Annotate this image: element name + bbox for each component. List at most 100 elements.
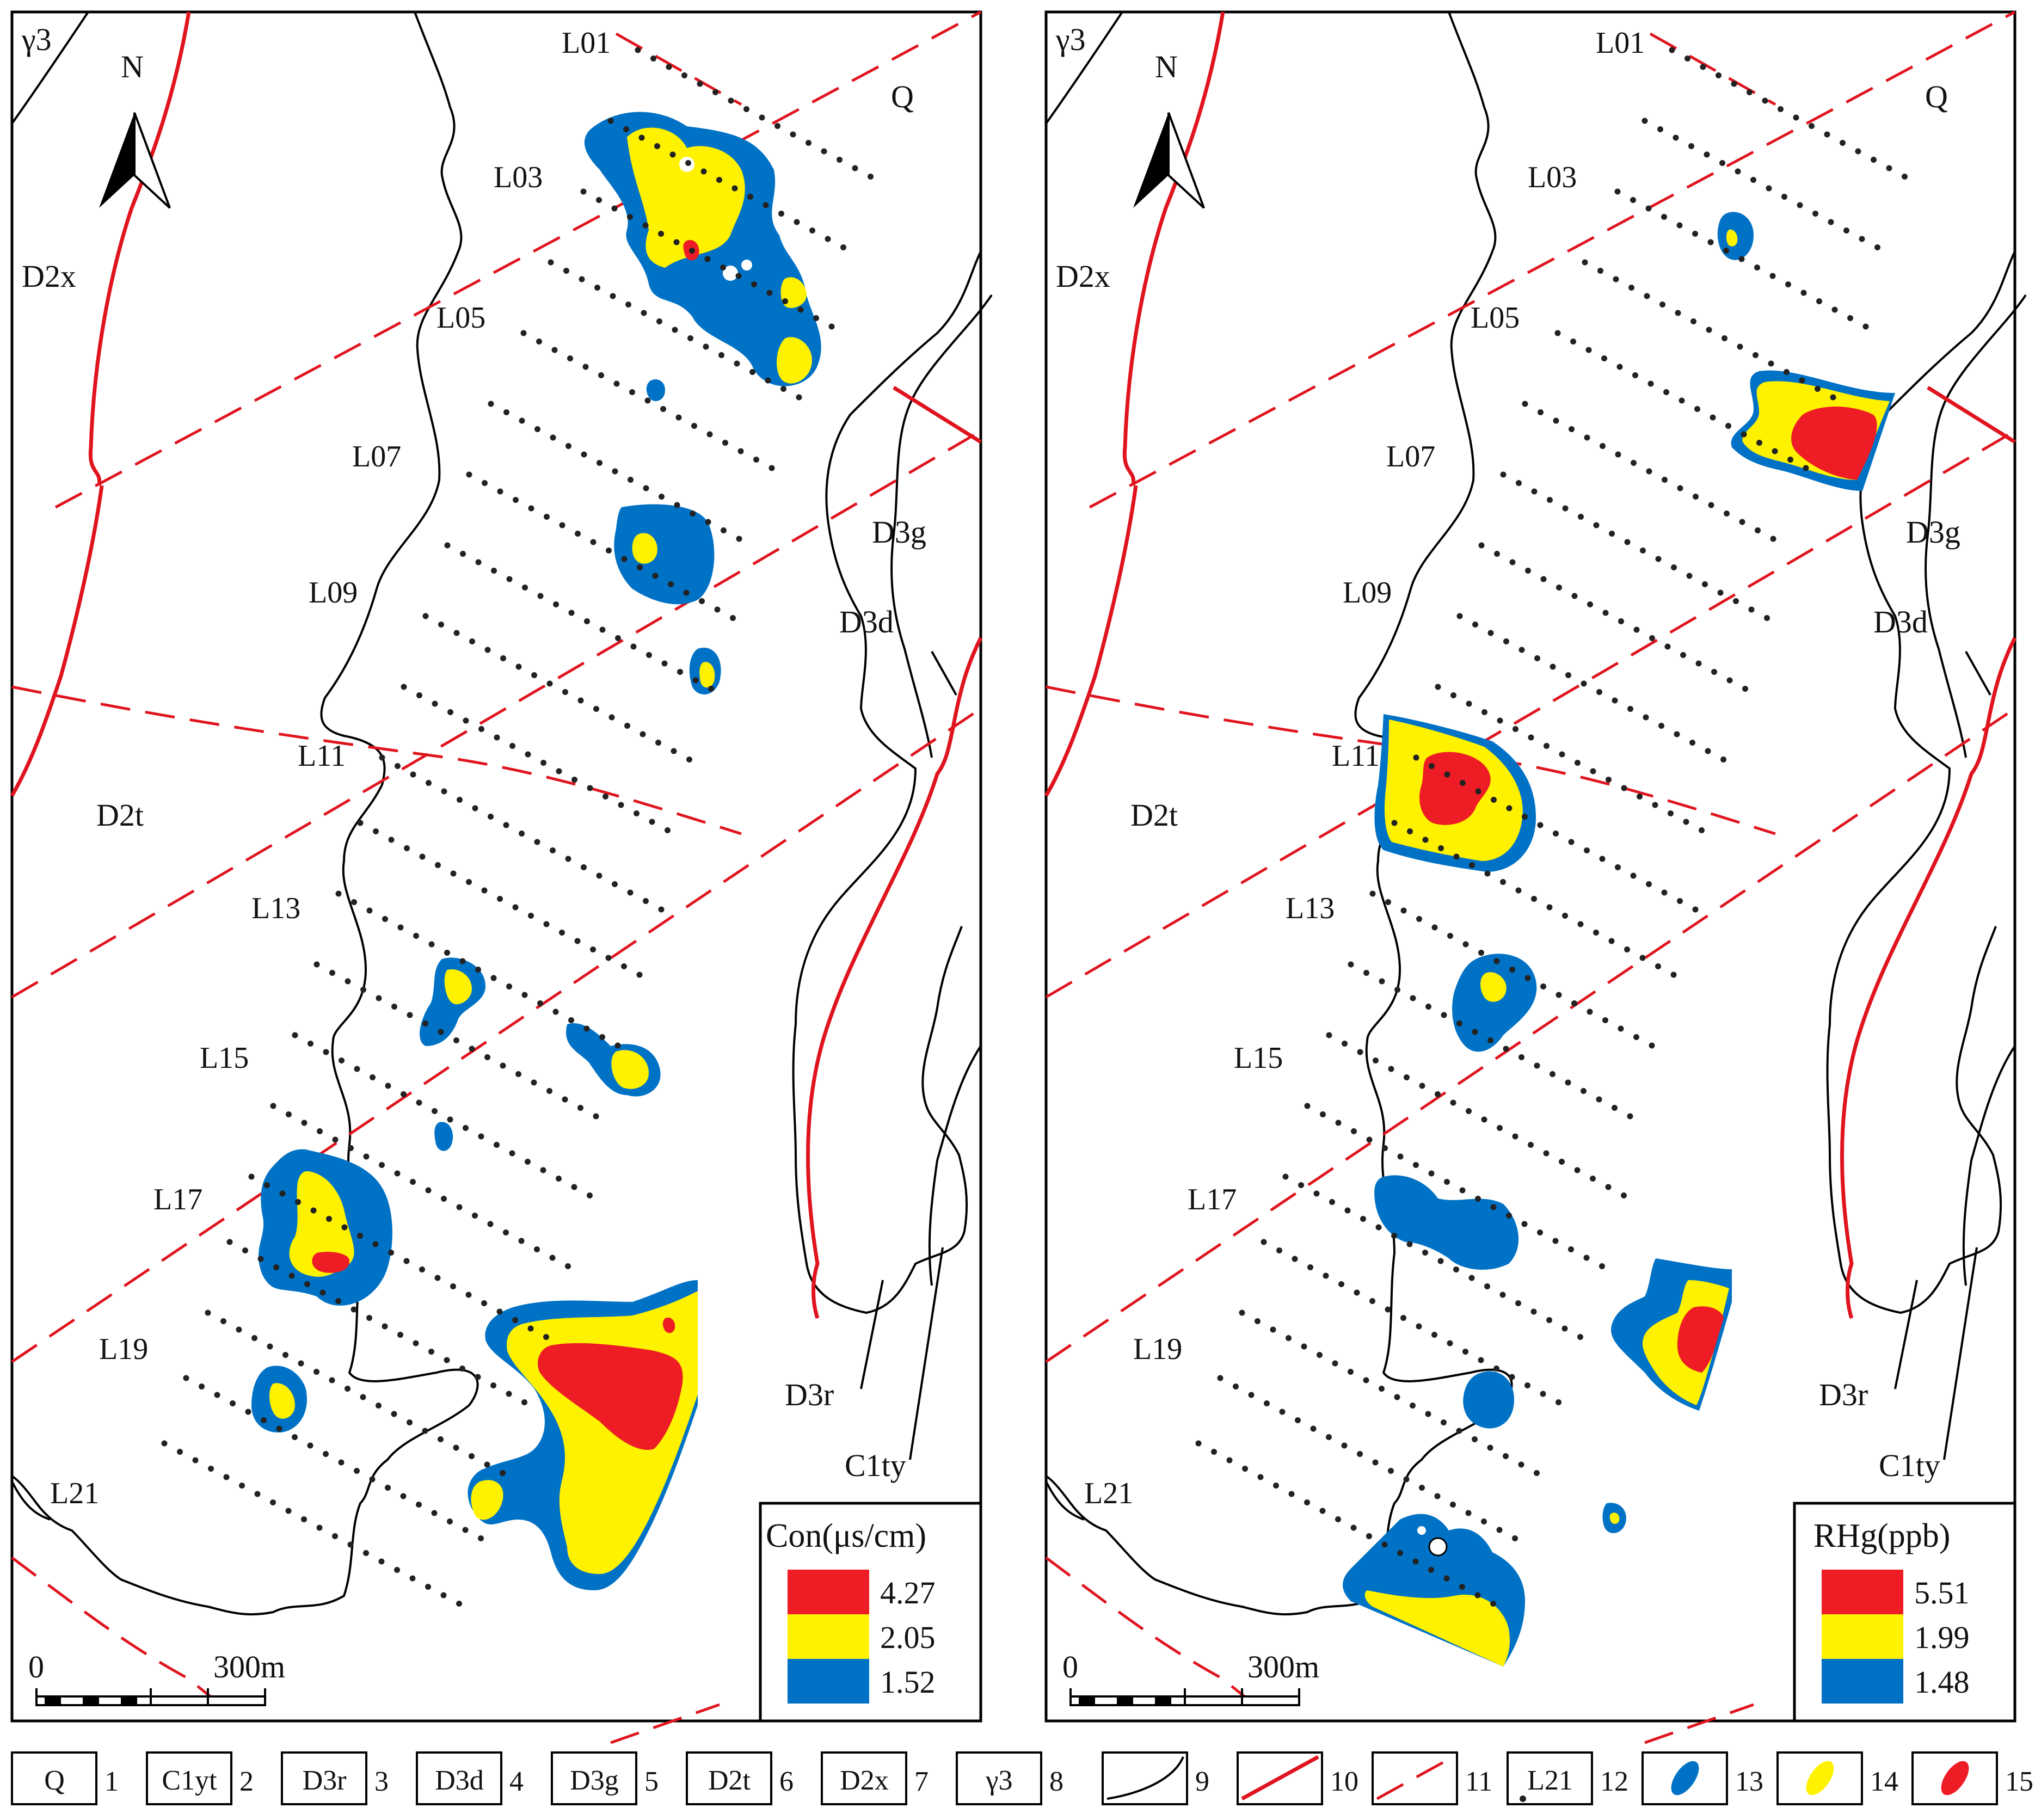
sample-point <box>1724 511 1730 517</box>
sample-point <box>369 1476 376 1483</box>
sample-point <box>1447 933 1453 939</box>
sample-point <box>1719 160 1725 166</box>
survey-line-label: L03 <box>1528 161 1577 194</box>
sample-point <box>1233 1384 1239 1389</box>
sample-point <box>1649 635 1655 641</box>
legend-title: Con(μs/cm) <box>766 1517 926 1554</box>
sample-point <box>1669 47 1675 53</box>
sample-point <box>553 601 559 607</box>
sample-point <box>1803 465 1809 471</box>
sample-point <box>338 1459 345 1466</box>
sample-point <box>426 780 432 786</box>
sample-point <box>1768 360 1774 367</box>
sample-point <box>1521 1221 1528 1227</box>
sample-point <box>1469 862 1475 868</box>
sample-point <box>1599 1263 1605 1269</box>
unit-label-d3r: D3r <box>785 1377 834 1412</box>
sample-point <box>534 426 540 432</box>
sample-point <box>704 256 711 262</box>
sample-point <box>226 1239 233 1245</box>
sample-point <box>520 330 527 336</box>
scale-start-label: 0 <box>28 1649 44 1684</box>
sample-point <box>469 1046 475 1052</box>
sample-point <box>522 585 528 591</box>
sample-point <box>531 1079 537 1086</box>
sample-point <box>482 480 488 486</box>
sample-point <box>1422 837 1429 843</box>
key-number: 13 <box>1735 1766 1763 1797</box>
sample-point <box>1459 1187 1466 1194</box>
sample-point <box>1540 576 1547 582</box>
sample-point <box>1453 853 1460 860</box>
sample-point <box>1388 1066 1394 1072</box>
sample-point <box>1326 1434 1332 1440</box>
sample-point <box>515 1071 521 1077</box>
scale-start-label: 0 <box>1062 1649 1078 1684</box>
sample-point <box>672 327 678 333</box>
sample-point <box>868 174 874 180</box>
sample-point <box>1578 514 1584 520</box>
sample-point <box>1641 118 1648 124</box>
sample-point <box>223 1474 230 1480</box>
sample-point <box>323 1451 329 1457</box>
sample-point <box>1546 1317 1552 1323</box>
sample-point <box>1652 802 1658 808</box>
sample-point <box>503 1229 509 1235</box>
sample-point <box>1677 485 1683 491</box>
sample-point <box>370 1074 376 1080</box>
sample-point <box>478 726 484 732</box>
sample-point <box>286 1111 292 1117</box>
sample-point <box>1357 1451 1363 1457</box>
sample-point <box>236 1326 242 1333</box>
sample-point <box>487 1221 494 1227</box>
sample-point <box>735 273 742 279</box>
key-number: 3 <box>374 1766 389 1797</box>
sample-point <box>1444 1179 1450 1185</box>
sample-point <box>1456 613 1463 619</box>
sample-point <box>345 978 351 985</box>
sample-point <box>1726 677 1733 684</box>
fault-symbol <box>1241 1755 1319 1801</box>
key-number: 4 <box>509 1766 524 1797</box>
survey-line-label: L11 <box>1332 739 1380 773</box>
key-item-3: D3r 3 <box>281 1751 389 1805</box>
sample-point <box>1593 930 1599 936</box>
sample-point <box>332 1533 338 1539</box>
sample-point <box>708 686 714 692</box>
sample-point <box>1735 168 1741 175</box>
sample-point <box>1255 1318 1261 1324</box>
sample-point <box>1645 205 1652 212</box>
sample-point <box>357 820 364 826</box>
sample-point <box>1565 672 1571 678</box>
sample-point <box>447 1518 453 1524</box>
sample-point <box>329 970 335 976</box>
sample-point <box>1778 106 1784 112</box>
sample-point <box>1441 1419 1447 1425</box>
sample-point <box>1608 938 1615 944</box>
sample-point <box>1582 259 1588 266</box>
sample-point <box>563 268 569 274</box>
sample-point <box>1605 1184 1612 1190</box>
key-item-8: γ3 8 <box>956 1751 1063 1805</box>
sample-point <box>1816 298 1822 304</box>
sample-point <box>1756 440 1762 446</box>
sample-point <box>525 1159 531 1165</box>
sample-point <box>509 743 515 749</box>
sample-point <box>1614 188 1621 195</box>
sample-point <box>658 231 664 237</box>
sample-point <box>1587 601 1593 607</box>
sample-point <box>1217 1375 1224 1381</box>
sample-point <box>625 302 631 308</box>
sample-point <box>382 1323 388 1330</box>
sample-point <box>1410 1403 1416 1409</box>
sample-point <box>579 276 585 282</box>
sample-point <box>790 131 796 138</box>
sample-point <box>360 1394 366 1400</box>
sample-point <box>1797 202 1803 208</box>
sample-point <box>1375 1224 1382 1231</box>
key-number: 14 <box>1870 1766 1898 1797</box>
sample-point <box>665 827 671 833</box>
sample-point <box>1512 1133 1518 1140</box>
sample-point <box>583 1025 590 1032</box>
sample-point <box>594 285 600 291</box>
